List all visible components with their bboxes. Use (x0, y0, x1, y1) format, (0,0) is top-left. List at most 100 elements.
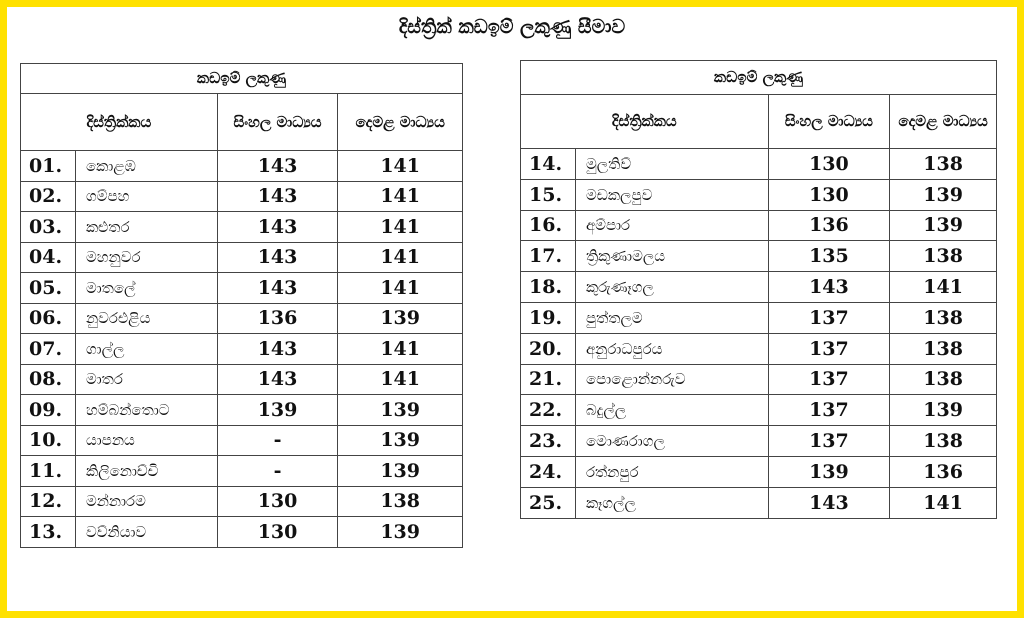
district-name: මුලතිව් (574, 148, 769, 180)
district-name: වව්නියාව (74, 516, 218, 548)
tamil-cutoff: 141 (337, 180, 463, 212)
district-name: ගාල්ල (74, 333, 218, 365)
sinhala-cutoff: 143 (216, 211, 339, 243)
table-row: 18. කුරුණෑගල 143 141 (520, 271, 997, 303)
tamil-cutoff: 139 (337, 455, 463, 487)
row-number: 03. (20, 211, 76, 243)
header-cutoff-marks: කඩඉම් ලකුණු (520, 60, 997, 95)
district-name: මඩකලපුව (574, 178, 769, 211)
table-row: 11. කිලිනොච්චි -139 (20, 455, 463, 487)
sinhala-cutoff: 137 (767, 425, 891, 457)
district-name: කුරුණෑගල (574, 271, 769, 303)
district-name: අම්පාර (574, 209, 769, 242)
sinhala-cutoff: 137 (767, 301, 891, 334)
sinhala-cutoff: 137 (767, 394, 891, 427)
tamil-cutoff: 139 (337, 516, 463, 548)
tamil-cutoff: 141 (337, 150, 463, 182)
sinhala-cutoff: 130 (767, 148, 891, 180)
district-name: ත්‍රිකුණාමලය (574, 240, 769, 273)
table-row: 03. කළුතර 143 141 (20, 211, 463, 243)
sinhala-cutoff: 143 (216, 150, 339, 182)
row-number: 24. (520, 455, 576, 488)
district-name: මන්නාරම (74, 485, 218, 517)
row-number: 19. (520, 301, 576, 334)
district-name: හම්බන්තොට (74, 394, 218, 426)
row-number: 15. (520, 178, 576, 211)
sinhala-cutoff: - (216, 455, 339, 487)
row-number: 23. (520, 425, 576, 457)
tamil-cutoff: 138 (889, 332, 997, 365)
sinhala-cutoff: 135 (767, 240, 891, 273)
district-name: අනුරාධපුරය (574, 332, 769, 365)
row-number: 22. (520, 394, 576, 427)
sinhala-cutoff: 137 (767, 363, 891, 396)
header-sinhala-medium: සිංහල මාධ්‍යය (216, 93, 339, 151)
tamil-cutoff: 141 (337, 241, 463, 273)
district-name: බදුල්ල (574, 394, 769, 427)
tamil-cutoff: 141 (889, 486, 997, 519)
row-number: 09. (20, 394, 76, 426)
sinhala-cutoff: 143 (216, 363, 339, 395)
district-name: කළුතර (74, 211, 218, 243)
sinhala-cutoff: 143 (216, 333, 339, 365)
table-row: 14. මුලතිව් 130 138 (520, 148, 997, 180)
table-row: 12. මන්නාරම 130 138 (20, 485, 463, 517)
tamil-cutoff: 139 (337, 424, 463, 456)
tamil-cutoff: 141 (337, 333, 463, 365)
sinhala-cutoff: 139 (767, 455, 891, 488)
page-title: දිස්ත්‍රික් කඩඉම් ලකුණු සීමාව (398, 16, 626, 38)
table-row: 05. මාතලේ 143 141 (20, 272, 463, 304)
row-number: 06. (20, 302, 76, 334)
tamil-cutoff: 138 (889, 301, 997, 334)
sinhala-cutoff: 130 (767, 178, 891, 211)
district-name: යාපනය (74, 424, 218, 456)
sinhala-cutoff: 136 (216, 302, 339, 334)
table-row: 08. මාතර 143 141 (20, 363, 463, 395)
table-row: 07. ගාල්ල 143 141 (20, 333, 463, 365)
tamil-cutoff: 141 (889, 271, 997, 303)
row-number: 02. (20, 180, 76, 212)
table-row: 10. යාපනය -139 (20, 424, 463, 456)
row-number: 01. (20, 150, 76, 182)
district-name: මොණරාගල (574, 425, 769, 457)
row-number: 21. (520, 363, 576, 396)
row-number: 07. (20, 333, 76, 365)
tamil-cutoff: 141 (337, 363, 463, 395)
row-number: 10. (20, 424, 76, 456)
district-name: ගම්පහ (74, 180, 218, 212)
header-sinhala-medium: සිංහල මාධ්‍යය (767, 94, 891, 149)
sinhala-cutoff: 137 (767, 332, 891, 365)
table-row: 01. කොළඹ 143 141 (20, 150, 463, 182)
sinhala-cutoff: 130 (216, 485, 339, 517)
row-number: 12. (20, 485, 76, 517)
header-tamil-medium: දෙමළ මාධ්‍යය (889, 94, 997, 149)
cutoff-table-left: කඩඉම් ලකුණු දිස්ත්‍රික්කය සිංහල මාධ්‍යය … (20, 63, 463, 548)
district-name: රත්නපුර (574, 455, 769, 488)
tamil-cutoff: 136 (889, 455, 997, 488)
table-row: 20. අනුරාධපුරය 137 138 (520, 332, 997, 365)
table-row: 25. කෑගල්ල 143 141 (520, 486, 997, 519)
sinhala-cutoff: 143 (216, 180, 339, 212)
district-name: මාතර (74, 363, 218, 395)
header-cutoff-marks: කඩඉම් ලකුණු (20, 63, 463, 94)
header-tamil-medium: දෙමළ මාධ්‍යය (337, 93, 463, 151)
table-row: 09. හම්බන්තොට 139 139 (20, 394, 463, 426)
row-number: 11. (20, 455, 76, 487)
row-number: 17. (520, 240, 576, 273)
district-name: පොළොන්නරුව (574, 363, 769, 396)
tamil-cutoff: 139 (889, 394, 997, 427)
table-row: 23. මොණරාගල 137 138 (520, 425, 997, 457)
sinhala-cutoff: 139 (216, 394, 339, 426)
table-row: 22. බදුල්ල 137 139 (520, 394, 997, 427)
tamil-cutoff: 139 (889, 209, 997, 242)
table-row: 16. අම්පාර 136 139 (520, 209, 997, 242)
header-district: දිස්ත්‍රික්කය (20, 93, 218, 151)
sinhala-cutoff: 143 (767, 271, 891, 303)
tamil-cutoff: 138 (889, 148, 997, 180)
table-row: 06. නුවරඑළිය 136 139 (20, 302, 463, 334)
row-number: 25. (520, 486, 576, 519)
sinhala-cutoff: 130 (216, 516, 339, 548)
table-row: 19. පුත්තලම 137 138 (520, 301, 997, 334)
sinhala-cutoff: 136 (767, 209, 891, 242)
